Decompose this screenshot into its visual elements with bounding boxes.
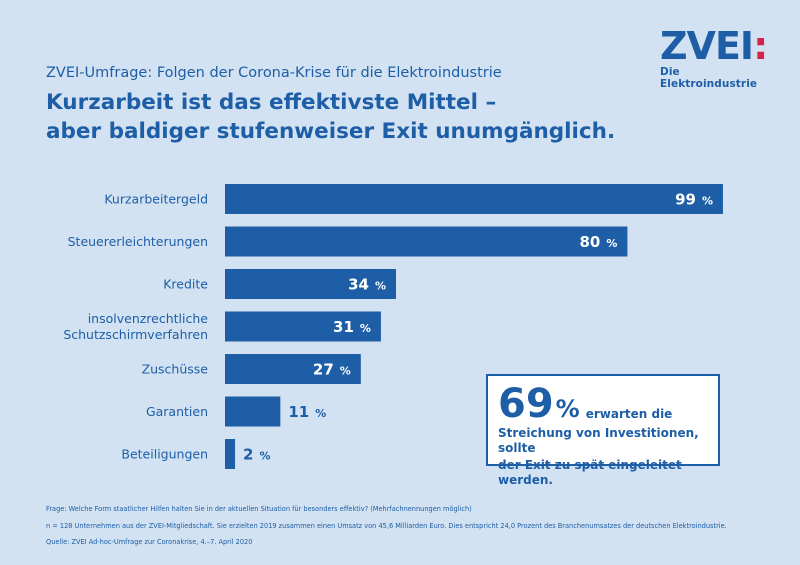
- value-label-2: 34%: [348, 276, 386, 294]
- headline: Kurzarbeit ist das effektivste Mittel – …: [46, 88, 666, 146]
- callout-text-1: erwarten die: [585, 407, 673, 421]
- footnotes: Frage: Welche Form staatlicher Hilfen ha…: [46, 506, 786, 556]
- value-label-6: 2%: [243, 446, 270, 464]
- zvei-logo: ZVEI: Die Elektroindustrie: [660, 26, 770, 90]
- category-label-2: Kredite: [163, 277, 208, 292]
- category-label-4: Zuschüsse: [142, 362, 209, 377]
- callout-text-3: der Exit zu spät eingeleitet werden.: [498, 458, 682, 487]
- category-label-1: Steuererleichterungen: [68, 234, 208, 249]
- footnote-question: Frage: Welche Form staatlicher Hilfen ha…: [46, 505, 472, 513]
- bar-6: [225, 439, 236, 469]
- bar-0: [225, 184, 723, 214]
- category-label-3-1: Schutzschirmverfahren: [63, 327, 208, 342]
- bar-1: [225, 226, 628, 257]
- value-label-4: 27%: [313, 361, 351, 379]
- category-label-5: Garantien: [146, 404, 208, 419]
- category-label-3-0: insolvenzrechtliche: [88, 311, 209, 326]
- bar-3: [225, 311, 381, 342]
- logo-mark: ZVEI:: [660, 24, 768, 68]
- footnote-source: Quelle: ZVEI Ad-hoc-Umfrage zur Coronakr…: [46, 538, 253, 547]
- value-label-3: 31%: [333, 318, 371, 336]
- callout-percent-sign: %: [555, 395, 580, 423]
- callout-percentage: 69: [498, 381, 554, 427]
- category-label-6: Beteiligungen: [121, 447, 208, 462]
- callout-box: 69 % erwarten die Streichung von Investi…: [486, 374, 720, 487]
- logo-colon: :: [753, 24, 768, 68]
- subtitle: ZVEI-Umfrage: Folgen der Corona-Krise fü…: [46, 65, 502, 81]
- headline-line-1: Kurzarbeit ist das effektivste Mittel –: [46, 90, 497, 115]
- callout-text-2: Streichung von Investitionen, sollte: [498, 426, 699, 455]
- bar-5: [225, 396, 281, 427]
- bar-4: [225, 354, 361, 384]
- value-label-5: 11%: [288, 403, 326, 421]
- value-label-0: 99%: [675, 191, 713, 209]
- footnote-sample: n = 128 Unternehmen aus der ZVEI-Mitglie…: [46, 521, 727, 530]
- bar-2: [225, 269, 397, 299]
- category-label-0: Kurzarbeitergeld: [104, 192, 208, 207]
- headline-line-2: aber baldiger stufenweiser Exit unumgäng…: [46, 119, 616, 144]
- logo-subline: Die Elektroindustrie: [660, 66, 758, 90]
- value-label-1: 80%: [579, 233, 617, 251]
- bar-chart: Kurzarbeitergeld 99 % Steuererleichterungen…: [63, 184, 723, 469]
